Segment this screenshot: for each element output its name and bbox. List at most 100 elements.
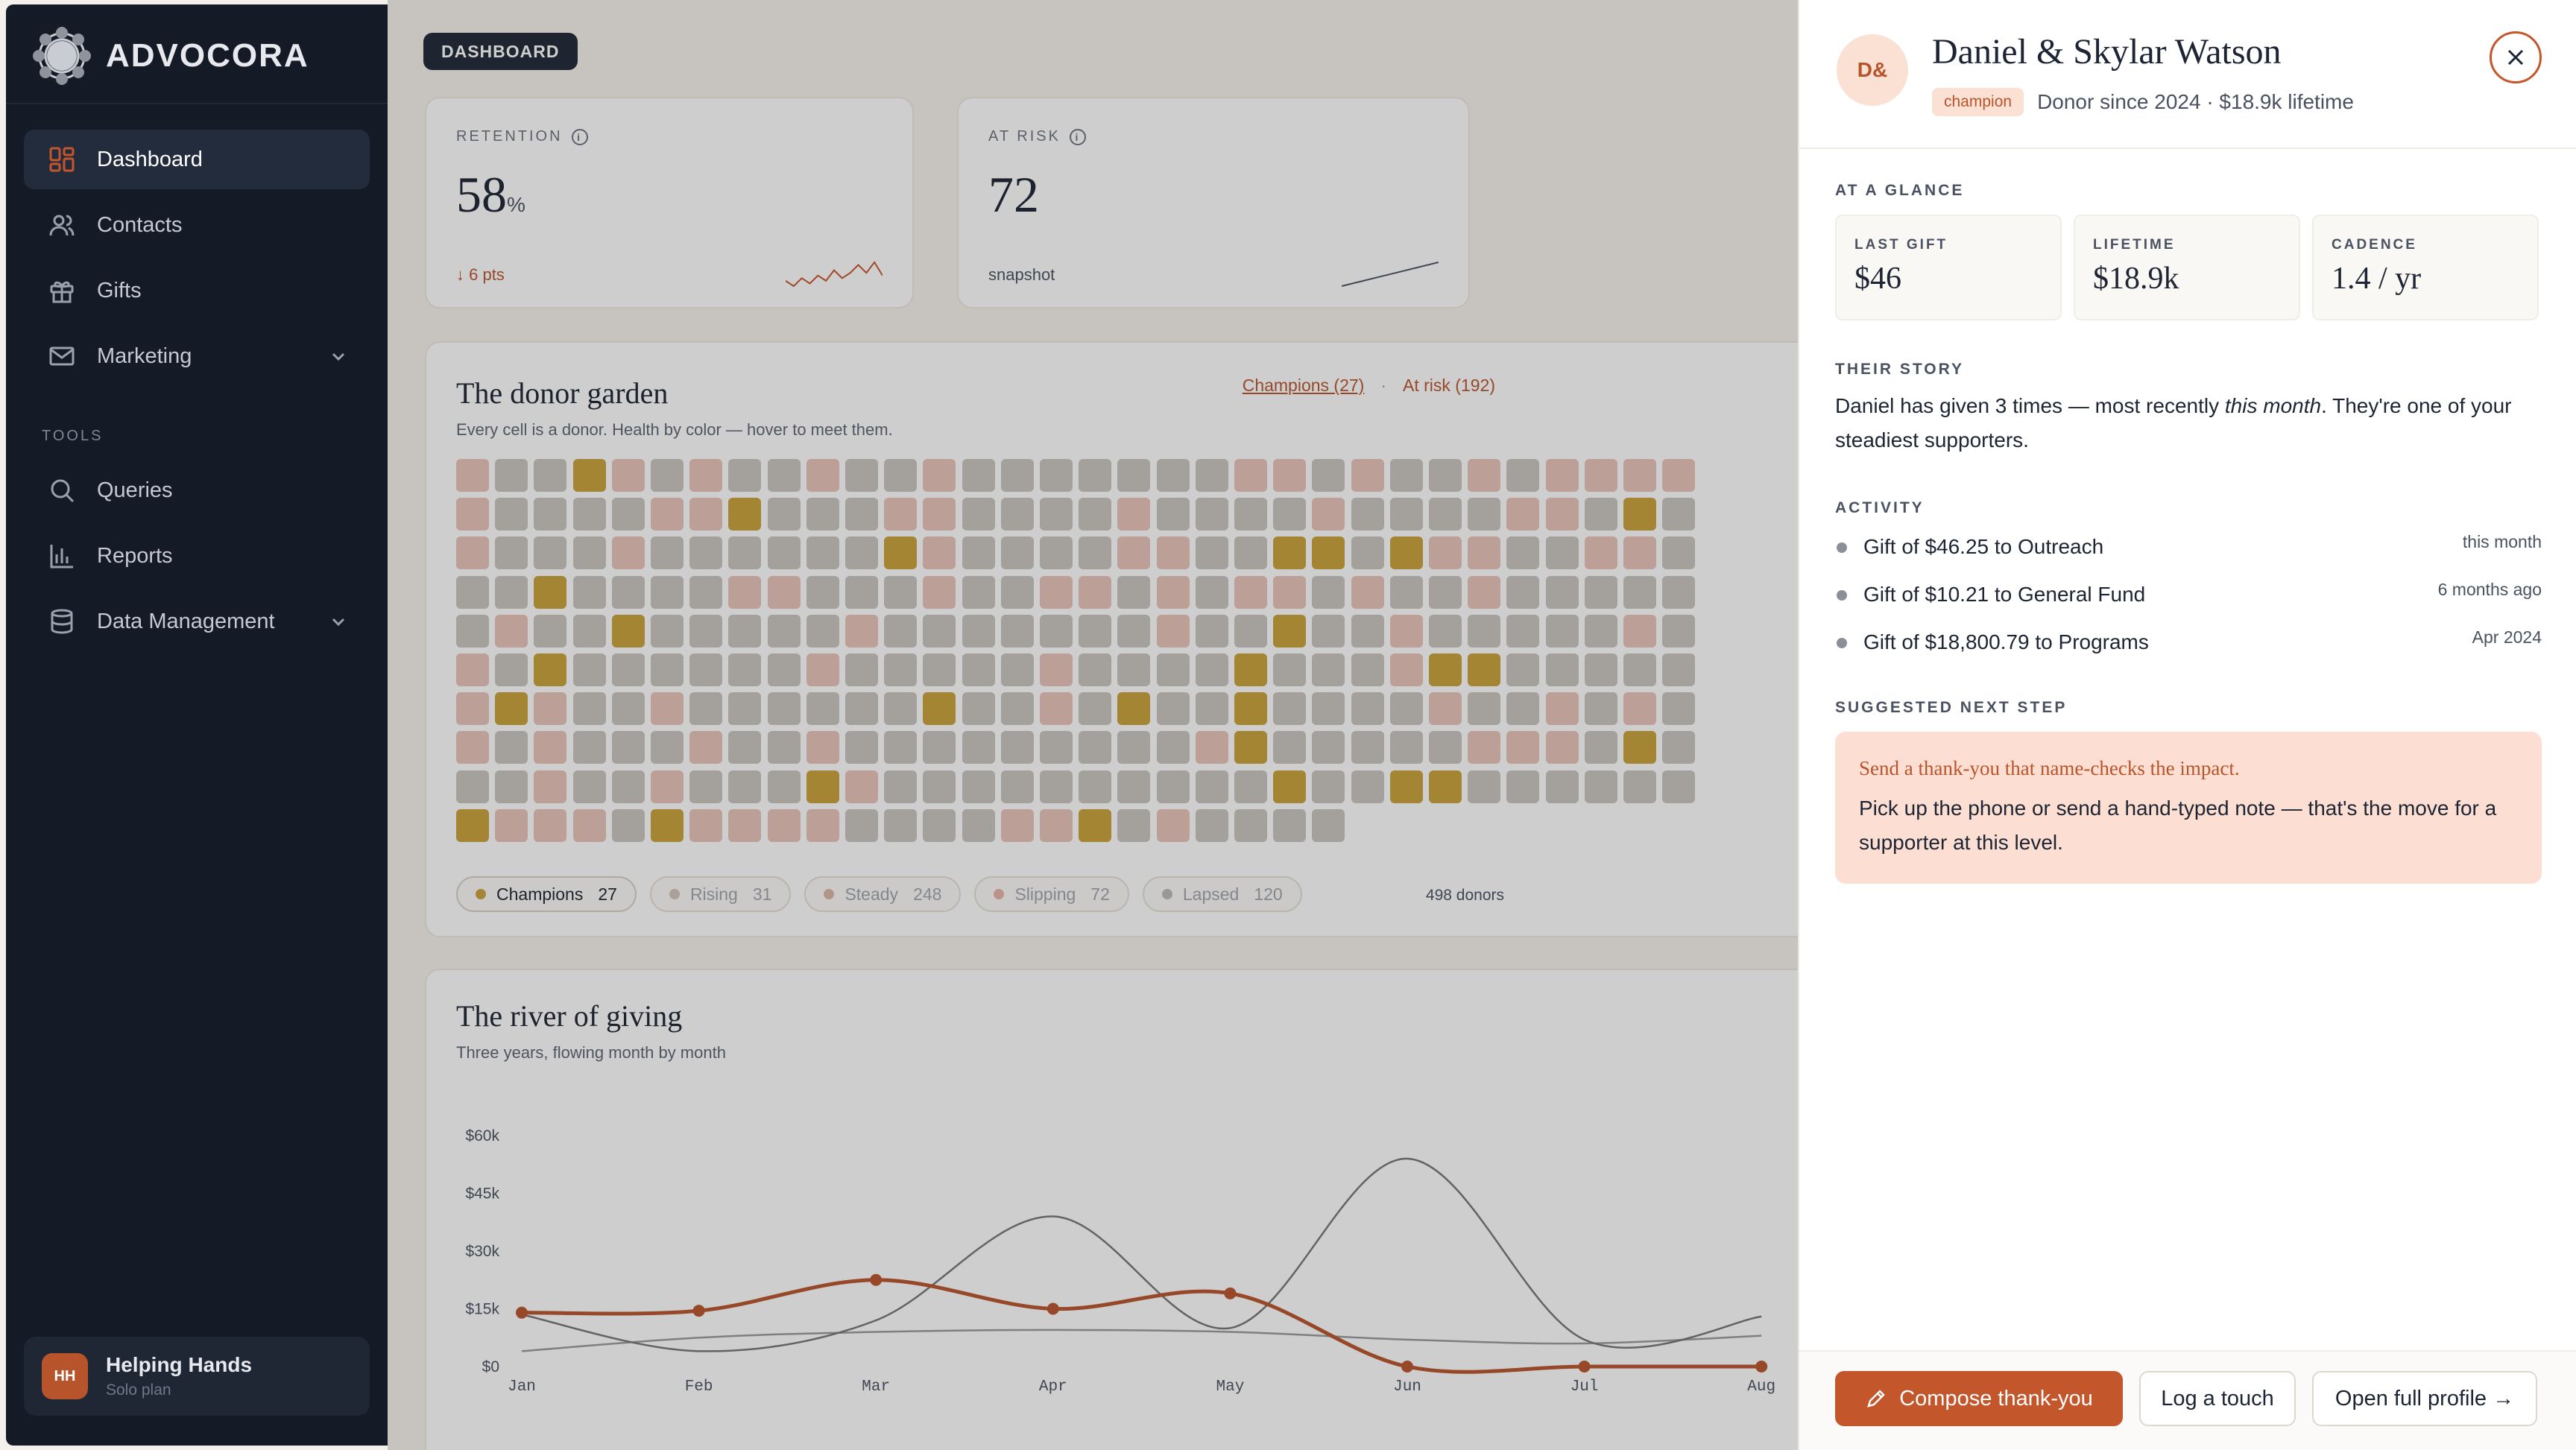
chip-steady[interactable]: Steady 248 — [804, 876, 962, 912]
donor-cell[interactable] — [1040, 498, 1073, 531]
sidebar-item-gifts[interactable]: Gifts — [24, 261, 370, 320]
donor-cell[interactable] — [1079, 692, 1112, 726]
donor-cell[interactable] — [1156, 536, 1190, 570]
donor-cell[interactable] — [1040, 653, 1073, 686]
donor-cell[interactable] — [534, 536, 567, 570]
donor-cell[interactable] — [1623, 770, 1656, 803]
chevron-down-icon[interactable] — [328, 611, 349, 632]
donor-cell[interactable] — [1312, 614, 1345, 648]
donor-cell[interactable] — [923, 614, 956, 648]
donor-cell[interactable] — [1584, 536, 1617, 570]
donor-cell[interactable] — [845, 731, 878, 764]
donor-cell[interactable] — [1195, 536, 1228, 570]
donor-cell[interactable] — [1117, 770, 1151, 803]
donor-cell[interactable] — [1273, 653, 1307, 686]
sidebar-item-data-management[interactable]: Data Management — [24, 592, 370, 651]
donor-cell[interactable] — [1389, 770, 1423, 803]
chevron-down-icon[interactable] — [328, 346, 349, 367]
donor-cell[interactable] — [1545, 614, 1579, 648]
donor-cell[interactable] — [1468, 731, 1501, 764]
donor-cell[interactable] — [1079, 575, 1112, 609]
donor-cell[interactable] — [495, 536, 528, 570]
donor-cell[interactable] — [884, 614, 918, 648]
donor-cell[interactable] — [1234, 614, 1267, 648]
donor-cell[interactable] — [495, 498, 528, 531]
donor-cell[interactable] — [534, 653, 567, 686]
donor-cell[interactable] — [651, 808, 684, 842]
donor-cell[interactable] — [767, 575, 801, 609]
donor-cell[interactable] — [1312, 536, 1345, 570]
donor-cell[interactable] — [456, 459, 489, 492]
activity-item[interactable]: Gift of $10.21 to General Fund 6 months … — [1835, 577, 2542, 621]
info-icon[interactable]: i — [1069, 128, 1086, 145]
donor-cell[interactable] — [1195, 770, 1228, 803]
donor-cell[interactable] — [1312, 653, 1345, 686]
donor-cell[interactable] — [1000, 808, 1034, 842]
donor-cell[interactable] — [806, 575, 839, 609]
donor-cell[interactable] — [1389, 498, 1423, 531]
donor-cell[interactable] — [1351, 692, 1384, 726]
donor-cell[interactable] — [1000, 770, 1034, 803]
donor-cell[interactable] — [1312, 770, 1345, 803]
donor-cell[interactable] — [1156, 498, 1190, 531]
donor-cell[interactable] — [1156, 459, 1190, 492]
org-switcher[interactable]: HH Helping Hands Solo plan — [24, 1337, 370, 1416]
donor-cell[interactable] — [1623, 536, 1656, 570]
donor-cell[interactable] — [1429, 653, 1462, 686]
donor-cell[interactable] — [1273, 614, 1307, 648]
donor-cell[interactable] — [767, 536, 801, 570]
donor-cell[interactable] — [1429, 459, 1462, 492]
donor-cell[interactable] — [923, 731, 956, 764]
donor-cell[interactable] — [1623, 653, 1656, 686]
donor-cell[interactable] — [1429, 770, 1462, 803]
donor-cell[interactable] — [1623, 498, 1656, 531]
donor-cell[interactable] — [1234, 459, 1267, 492]
donor-cell[interactable] — [1351, 731, 1384, 764]
donor-cell[interactable] — [884, 692, 918, 726]
donor-cell[interactable] — [806, 692, 839, 726]
donor-cell[interactable] — [845, 653, 878, 686]
donor-cell[interactable] — [1389, 614, 1423, 648]
donor-cell[interactable] — [1623, 459, 1656, 492]
donor-cell[interactable] — [1079, 536, 1112, 570]
donor-cell[interactable] — [1545, 731, 1579, 764]
donor-cell[interactable] — [495, 459, 528, 492]
donor-cell[interactable] — [806, 731, 839, 764]
donor-cell[interactable] — [1234, 731, 1267, 764]
donor-cell[interactable] — [962, 808, 995, 842]
donor-cell[interactable] — [767, 731, 801, 764]
donor-cell[interactable] — [728, 808, 762, 842]
donor-cell[interactable] — [1040, 614, 1073, 648]
sidebar-item-reports[interactable]: Reports — [24, 526, 370, 586]
brand[interactable]: ADVOCORA — [31, 25, 309, 86]
donor-cell[interactable] — [651, 770, 684, 803]
modal-backdrop[interactable] — [388, 0, 1798, 1450]
donor-cell[interactable] — [1468, 653, 1501, 686]
donor-cell[interactable] — [689, 731, 723, 764]
donor-cell[interactable] — [1312, 692, 1345, 726]
donor-cell[interactable] — [611, 498, 645, 531]
donor-cell[interactable] — [1389, 653, 1423, 686]
donor-cell[interactable] — [728, 692, 762, 726]
donor-cell[interactable] — [1312, 459, 1345, 492]
donor-cell[interactable] — [689, 770, 723, 803]
donor-cell[interactable] — [923, 498, 956, 531]
donor-cell[interactable] — [1234, 653, 1267, 686]
donor-cell[interactable] — [1506, 692, 1540, 726]
donor-cell[interactable] — [1623, 614, 1656, 648]
donor-cell[interactable] — [1429, 536, 1462, 570]
donor-cell[interactable] — [884, 808, 918, 842]
donor-cell[interactable] — [1389, 459, 1423, 492]
donor-cell[interactable] — [651, 692, 684, 726]
donor-cell[interactable] — [1195, 808, 1228, 842]
donor-cell[interactable] — [806, 653, 839, 686]
donor-cell[interactable] — [962, 536, 995, 570]
donor-cell[interactable] — [962, 653, 995, 686]
donor-cell[interactable] — [572, 498, 606, 531]
donor-cell[interactable] — [1468, 692, 1501, 726]
donor-cell[interactable] — [806, 536, 839, 570]
donor-cell[interactable] — [1389, 536, 1423, 570]
donor-cell[interactable] — [1000, 731, 1034, 764]
donor-cell[interactable] — [1156, 653, 1190, 686]
chip-lapsed[interactable]: Lapsed 120 — [1142, 876, 1302, 912]
